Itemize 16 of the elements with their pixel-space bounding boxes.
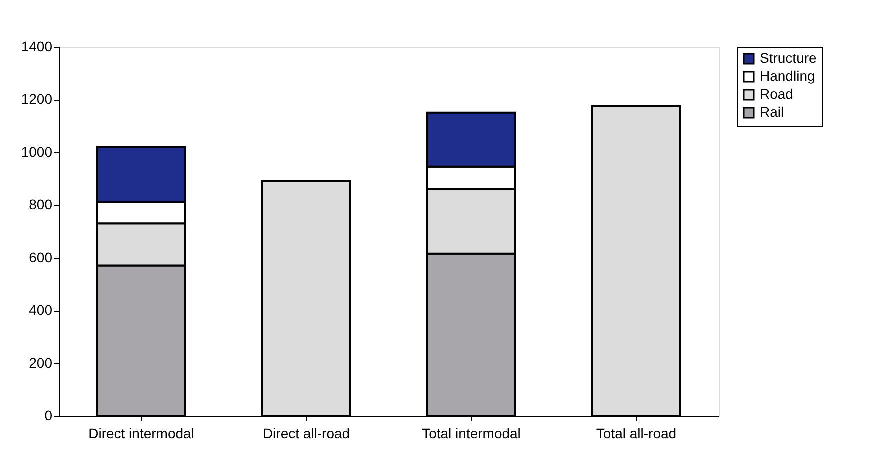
legend-label: Handling: [760, 68, 816, 84]
legend-label: Rail: [760, 104, 784, 120]
y-tick-label: 1000: [21, 144, 53, 160]
x-tick-label: Total all-road: [596, 426, 677, 442]
x-tick-label: Total intermodal: [422, 426, 521, 442]
y-tick-label: 1200: [21, 91, 53, 108]
x-tick-label: Direct intermodal: [88, 426, 194, 442]
y-tick-label: 1400: [21, 38, 53, 54]
x-tick-label: Direct all-road: [262, 426, 350, 442]
y-tick-label: 200: [29, 354, 53, 371]
y-tick-label: 800: [29, 196, 53, 213]
y-tick-label: 400: [29, 302, 53, 318]
y-tick-label: 600: [29, 249, 53, 266]
legend-label: Road: [760, 86, 794, 102]
legend-label: Structure: [760, 50, 818, 66]
y-tick-label: 0: [44, 408, 53, 424]
